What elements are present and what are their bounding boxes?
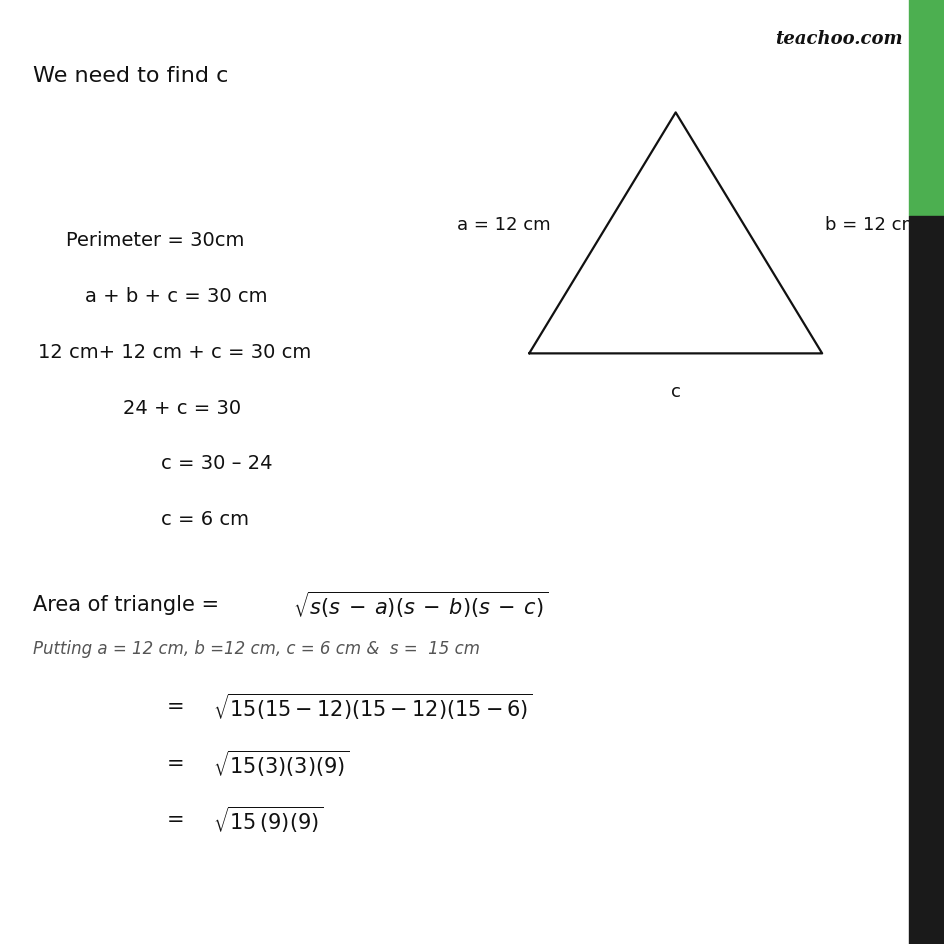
Text: $\sqrt{s(s\:-\:a)(s\:-\:b)(s\:-\:c)}$: $\sqrt{s(s\:-\:a)(s\:-\:b)(s\:-\:c)}$ — [293, 589, 548, 619]
Text: a = 12 cm: a = 12 cm — [457, 215, 550, 234]
Text: b = 12 cm: b = 12 cm — [824, 215, 918, 234]
Text: Putting a = 12 cm, b =12 cm, c = 6 cm &  s =  15 cm: Putting a = 12 cm, b =12 cm, c = 6 cm & … — [33, 639, 480, 658]
Text: c = 30 – 24: c = 30 – 24 — [160, 454, 272, 473]
Text: =: = — [166, 752, 184, 773]
Text: teachoo.com: teachoo.com — [774, 30, 902, 48]
Text: Area of triangle =: Area of triangle = — [33, 594, 226, 615]
Text: Perimeter = 30cm: Perimeter = 30cm — [66, 231, 244, 250]
Text: =: = — [166, 696, 184, 716]
Text: $\sqrt{15(15-12)(15-12)(15-6)}$: $\sqrt{15(15-12)(15-12)(15-6)}$ — [212, 691, 531, 721]
Text: 12 cm+ 12 cm + c = 30 cm: 12 cm+ 12 cm + c = 30 cm — [38, 343, 311, 362]
Text: c: c — [670, 382, 680, 400]
Text: $\sqrt{15(3)(3)(9)}$: $\sqrt{15(3)(3)(9)}$ — [212, 748, 348, 778]
Text: =: = — [166, 809, 184, 830]
Text: a + b + c = 30 cm: a + b + c = 30 cm — [85, 287, 267, 306]
Text: We need to find c: We need to find c — [33, 66, 228, 86]
Text: c = 6 cm: c = 6 cm — [160, 510, 248, 529]
Text: 24 + c = 30: 24 + c = 30 — [123, 398, 241, 417]
Text: $\sqrt{15\,(9)(9)}$: $\sqrt{15\,(9)(9)}$ — [212, 804, 323, 834]
